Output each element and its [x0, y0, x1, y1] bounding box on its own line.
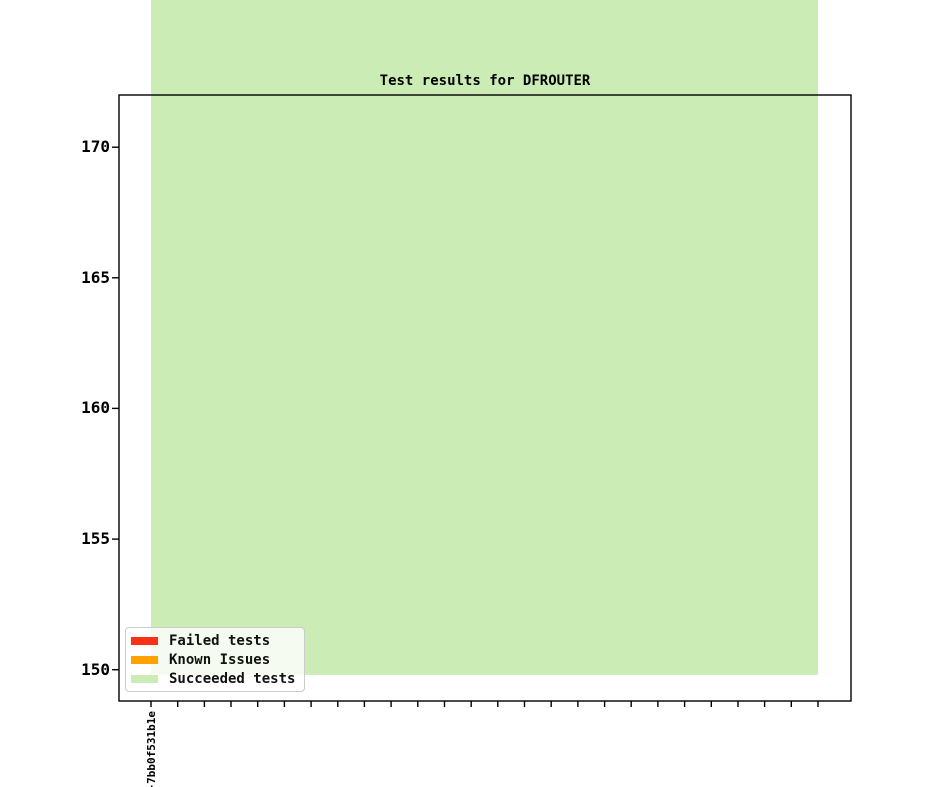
- failed-tests-swatch-icon: [131, 636, 158, 645]
- legend-box: Failed tests Known Issues Succeeded test…: [125, 627, 305, 692]
- y-tick-label: 170: [81, 137, 110, 157]
- legend-label: Failed tests: [169, 632, 271, 649]
- chart-title: Test results for DFROUTER: [379, 73, 591, 89]
- legend-entry-failed-tests: Failed tests: [131, 631, 298, 650]
- y-tick-label: 160: [81, 398, 110, 418]
- legend-label: Known Issues: [169, 651, 271, 668]
- legend-entry-known-issues: Known Issues: [131, 650, 298, 669]
- y-tick-label: 150: [81, 659, 110, 679]
- y-tick-label: 165: [81, 267, 110, 287]
- axes-border: [118, 94, 852, 702]
- succeeded-tests-swatch-icon: [131, 674, 158, 683]
- area-succeeded-tests: [151, 0, 818, 675]
- legend-entry-succeeded-tests: Succeeded tests: [131, 669, 298, 688]
- y-tick-label: 155: [81, 529, 110, 549]
- known-issues-swatch-icon: [131, 655, 158, 664]
- legend-label: Succeeded tests: [169, 670, 296, 687]
- x-tick-label-commit: -7bb0f531b1e: [145, 711, 158, 787]
